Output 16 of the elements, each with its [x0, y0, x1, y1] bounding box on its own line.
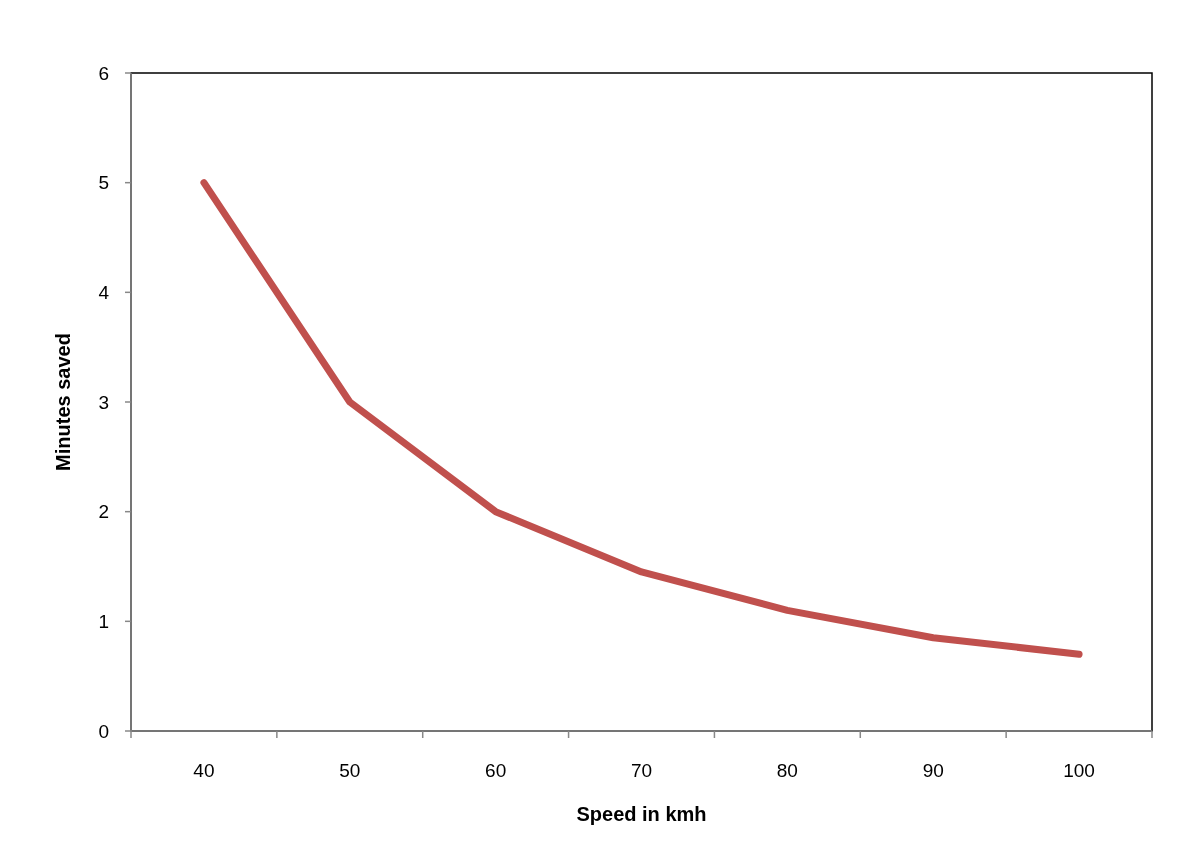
x-tick-label: 90 [922, 760, 944, 781]
y-tick-label: 2 [98, 501, 109, 523]
x-tick-label: 70 [630, 760, 653, 781]
y-axis-title: Minutes saved [52, 333, 74, 471]
y-tick-label: 4 [98, 281, 110, 303]
x-tick-label: 80 [776, 760, 798, 781]
x-axis-title: Speed in kmh [576, 803, 707, 825]
y-tick-label: 0 [98, 720, 109, 742]
y-tick-label: 6 [98, 62, 109, 84]
y-tick-label: 5 [98, 172, 109, 194]
x-tick-label: 40 [193, 760, 215, 781]
y-tick-label: 3 [98, 391, 109, 413]
y-tick-label: 1 [98, 610, 109, 632]
x-tick-label: 100 [1063, 760, 1095, 781]
x-tick-label: 50 [339, 760, 361, 781]
x-tick-label: 60 [485, 760, 507, 781]
